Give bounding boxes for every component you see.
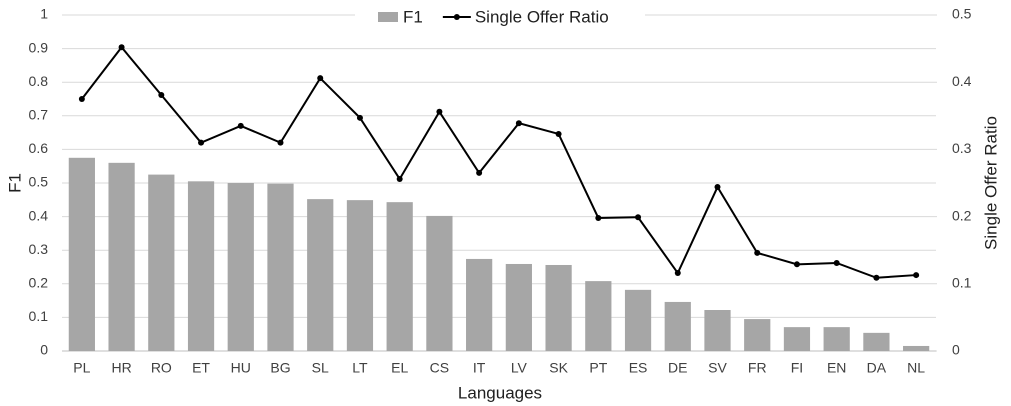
y2-axis-label: Single Offer Ratio [981, 116, 1000, 250]
x-tick-label: LT [352, 360, 368, 376]
legend-label: Single Offer Ratio [475, 7, 609, 26]
x-tick-label: DE [668, 360, 687, 376]
x-axis-label: Languages [458, 383, 542, 402]
line-point [515, 120, 522, 127]
bar [585, 281, 612, 351]
y-tick-label: 0.4 [29, 207, 49, 223]
line-point [118, 44, 125, 51]
x-tick-label: HU [231, 360, 251, 376]
line-point [555, 130, 562, 137]
bar [704, 310, 731, 351]
line-point [635, 214, 642, 221]
x-tick-label: ES [629, 360, 648, 376]
y2-tick-label: 0.2 [952, 207, 972, 223]
bar [903, 345, 930, 351]
x-tick-label: EL [391, 360, 408, 376]
line-point [396, 175, 403, 182]
x-tick-label: FR [748, 360, 767, 376]
x-tick-label: BG [270, 360, 290, 376]
y2-tick-label: 0.3 [952, 140, 972, 156]
line-point [198, 139, 205, 146]
bar [545, 264, 572, 351]
y2-tick-label: 0.5 [952, 6, 972, 22]
x-tick-label: SV [708, 360, 727, 376]
x-tick-label: EN [827, 360, 846, 376]
x-tick-label: ET [192, 360, 210, 376]
legend: F1 Single Offer Ratio [355, 4, 645, 28]
legend-swatch [378, 12, 398, 22]
x-tick-label: SK [549, 360, 568, 376]
y-tick-label: 0.2 [29, 275, 49, 291]
line-point [158, 91, 165, 98]
y2-tick-label: 0 [952, 342, 960, 358]
bar [744, 319, 771, 351]
y-axis-label: F1 [5, 173, 24, 193]
bar [346, 200, 374, 351]
x-tick-label: PT [589, 360, 607, 376]
line-point [78, 96, 85, 102]
x-tick-label: RO [151, 360, 172, 376]
x-tick-label: CS [430, 360, 449, 376]
legend-background [355, 4, 645, 28]
y-tick-label: 0.8 [29, 73, 49, 89]
bar [187, 181, 215, 351]
x-tick-label: IT [473, 360, 486, 376]
legend-swatch-point [453, 14, 460, 20]
bar [664, 301, 691, 351]
bar [863, 332, 890, 351]
legend-label: F1 [403, 7, 423, 26]
y-tick-label: 0.7 [29, 107, 49, 123]
bar [227, 183, 254, 351]
y-tick-label: 0.1 [29, 308, 49, 324]
bar [783, 327, 811, 351]
x-tick-label: DA [867, 360, 887, 376]
line-point [436, 108, 443, 115]
x-tick-label: HR [111, 360, 131, 376]
bar [466, 258, 493, 351]
y-tick-label: 0.5 [29, 174, 49, 190]
x-tick-label: LV [511, 360, 528, 376]
bar [823, 327, 850, 351]
x-tick-label: NL [907, 360, 925, 376]
line-point [873, 274, 880, 281]
y-tick-label: 0 [40, 342, 48, 358]
line-point [674, 270, 681, 277]
y2-tick-label: 0.4 [952, 73, 972, 89]
line-point [356, 114, 363, 121]
line-point [793, 261, 800, 268]
bar [505, 263, 532, 351]
y-tick-label: 1 [40, 6, 48, 22]
bar [386, 202, 413, 351]
line-point [913, 272, 920, 279]
bar [426, 215, 453, 351]
bar [307, 199, 334, 351]
bar [68, 157, 95, 351]
y-tick-label: 0.6 [29, 140, 49, 156]
line-point [714, 184, 721, 191]
line-point [754, 249, 761, 256]
line [81, 45, 917, 279]
x-tick-label: PL [73, 360, 90, 376]
line-point [277, 139, 284, 146]
bar [267, 183, 294, 351]
line-point [833, 259, 840, 266]
y-tick-label: 0.9 [29, 39, 49, 55]
y2-tick-label: 0.1 [952, 275, 972, 291]
bar [624, 289, 652, 351]
bar [148, 174, 175, 351]
x-tick-label: SL [312, 360, 329, 376]
y-tick-label: 0.3 [29, 241, 49, 257]
line-point [476, 169, 483, 176]
bar [108, 162, 135, 351]
line-point [595, 214, 602, 221]
x-tick-label: FI [791, 360, 803, 376]
line-point [237, 122, 244, 129]
line-point [317, 75, 324, 82]
